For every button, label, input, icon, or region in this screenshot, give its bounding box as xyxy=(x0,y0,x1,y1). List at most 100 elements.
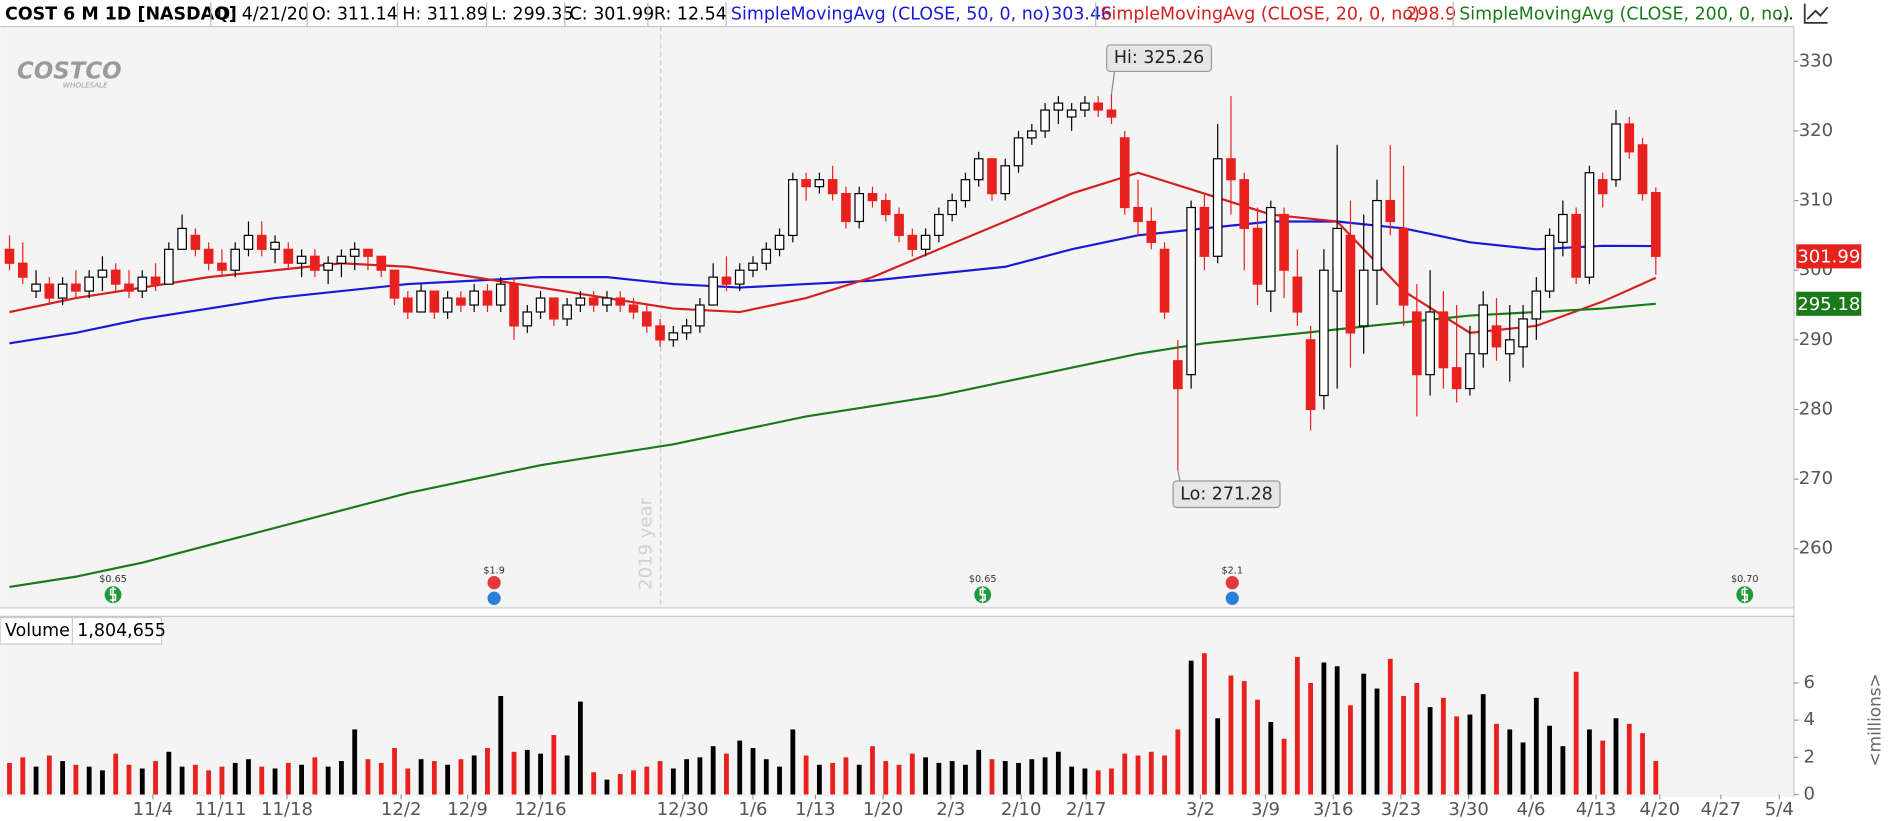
candle-body xyxy=(695,304,705,327)
y-tick-label: 280 xyxy=(1799,398,1833,419)
candle-body xyxy=(880,199,891,216)
x-tick-label: 11/4 xyxy=(133,799,174,820)
candle-body xyxy=(1504,339,1515,355)
candle-body xyxy=(84,276,94,292)
volume-bar xyxy=(339,761,344,795)
candle-body xyxy=(164,248,174,285)
volume-bar xyxy=(60,761,66,795)
volume-bar xyxy=(644,766,650,795)
candle-body xyxy=(1438,311,1449,369)
ma-line xyxy=(9,302,1656,589)
candle-body xyxy=(1544,234,1555,292)
volume-bar xyxy=(431,761,437,795)
volume-bar xyxy=(577,701,583,795)
candle-body xyxy=(1000,165,1011,195)
volume-bar xyxy=(909,753,915,795)
volume-bar xyxy=(458,759,464,795)
candle-body xyxy=(1650,192,1661,257)
candle-body xyxy=(1584,172,1595,278)
price-tag xyxy=(1796,244,1862,269)
candle-body xyxy=(376,255,387,271)
volume-bar xyxy=(1507,729,1513,795)
price-tag-label: 295.18 xyxy=(1797,294,1860,315)
volume-bar xyxy=(1533,697,1539,795)
candle-body xyxy=(721,276,732,285)
x-tick-label: 3/2 xyxy=(1186,799,1215,820)
candle-body xyxy=(973,158,984,181)
candle-body xyxy=(1637,144,1648,195)
volume-bar xyxy=(113,753,119,795)
candle-body xyxy=(1013,137,1024,167)
candle-body xyxy=(588,297,599,306)
volume-title-box xyxy=(0,616,74,645)
volume-bar xyxy=(1201,653,1207,795)
volume-bar xyxy=(392,748,397,795)
candle-body xyxy=(562,304,572,320)
volume-bar xyxy=(737,740,743,795)
candle-body xyxy=(310,255,320,271)
volume-bar xyxy=(378,762,384,795)
volume-bar xyxy=(896,764,902,795)
x-tick-label: 3/23 xyxy=(1381,799,1422,820)
volume-bar xyxy=(963,764,968,795)
candle-body xyxy=(283,248,294,264)
x-tick-label: 1/6 xyxy=(738,799,767,820)
volume-bar xyxy=(352,729,358,795)
toolbar-icon[interactable] xyxy=(1797,0,1834,27)
y-tick-label: 320 xyxy=(1799,120,1833,141)
candle-body xyxy=(1372,199,1382,271)
volume-bar xyxy=(1547,725,1553,795)
volume-bar xyxy=(1480,694,1486,795)
volume-bar xyxy=(1573,671,1579,795)
candle-body xyxy=(788,179,798,236)
volume-bar xyxy=(923,757,929,795)
volume-bar xyxy=(498,695,504,795)
earnings-icon xyxy=(487,576,501,590)
volume-bar xyxy=(1626,723,1632,795)
x-tick-label: 1/20 xyxy=(863,799,904,820)
candle-body xyxy=(1053,102,1064,111)
candle-body xyxy=(1571,213,1581,278)
candle-body xyxy=(522,311,533,327)
volume-bar xyxy=(1454,716,1460,795)
volume-bar xyxy=(418,759,424,795)
candle-body xyxy=(442,297,453,313)
candle-body xyxy=(1093,102,1104,111)
candle-body xyxy=(1398,227,1409,306)
x-tick-label: 4/13 xyxy=(1576,799,1617,820)
volume-bar xyxy=(219,766,225,795)
candle-body xyxy=(31,283,41,292)
volume-bar xyxy=(684,759,690,795)
volume-bar xyxy=(312,757,318,795)
candle-body xyxy=(1385,199,1396,223)
candle-body xyxy=(841,193,851,223)
annotation-label: Hi: 325.26 xyxy=(1114,48,1204,68)
volume-bar xyxy=(365,759,371,795)
volume-bar xyxy=(7,762,12,795)
x-tick-label: 4/6 xyxy=(1516,799,1545,820)
candle-body xyxy=(1133,206,1143,223)
volume-bar xyxy=(192,764,198,795)
x-tick-label: 3/30 xyxy=(1448,799,1489,820)
volume-bar xyxy=(1135,755,1141,795)
x-tick-label: 2/10 xyxy=(1001,799,1042,820)
volume-bar xyxy=(511,751,517,795)
candle-body xyxy=(1026,130,1037,139)
price-panel xyxy=(0,26,1794,608)
x-tick-label: 12/30 xyxy=(657,799,709,820)
volume-bar xyxy=(1175,729,1181,795)
candle-body xyxy=(867,193,878,202)
candle-body xyxy=(628,304,639,313)
header-high: H: 311.89 xyxy=(402,4,488,24)
candle-body xyxy=(947,199,957,216)
candle-body xyxy=(230,248,241,271)
volume-bar xyxy=(299,764,304,795)
volume-bar xyxy=(551,735,557,795)
candle-body xyxy=(827,179,838,195)
candle-body xyxy=(4,248,15,264)
volume-bar xyxy=(232,762,238,795)
volume-bar xyxy=(405,768,411,795)
volume-bar xyxy=(604,779,610,795)
candle-body xyxy=(509,283,519,327)
